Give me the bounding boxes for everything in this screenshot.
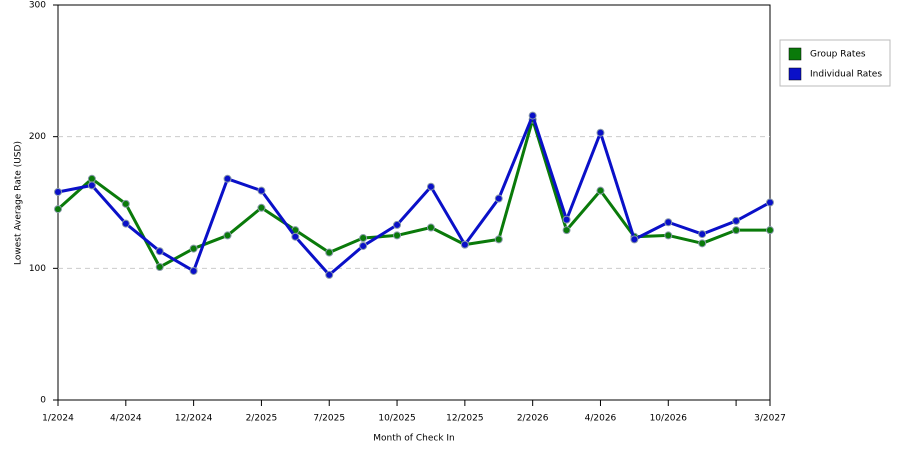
x-tick-label: 12/2025 [446,414,483,424]
data-point [393,231,402,240]
legend-label: Group Rates [810,50,866,60]
x-tick-label: 4/2026 [585,414,617,424]
data-point [596,128,605,137]
x-tick-label: 4/2024 [110,414,142,424]
data-point [766,226,774,235]
x-tick-label: 2/2025 [246,414,278,424]
data-point [223,231,232,240]
data-point [426,223,435,232]
data-point [664,218,673,227]
data-point [189,266,198,275]
series-line [57,118,770,269]
data-point [257,203,266,212]
data-point [766,198,774,207]
data-point [596,186,605,195]
data-point [87,174,96,183]
data-point [698,239,707,248]
data-point [54,187,62,196]
x-axis-label: Month of Check In [373,434,455,444]
data-point [121,199,130,208]
x-tick-label: 7/2025 [313,414,345,424]
data-point [189,244,198,253]
x-tick-label: 10/2025 [378,414,415,424]
data-point [494,235,503,244]
x-tick-label: 1/2024 [42,414,74,424]
data-point [732,226,741,235]
data-point [121,219,130,228]
x-tick-label: 10/2026 [650,414,688,424]
y-tick-label: 200 [29,132,46,142]
x-tick-label: 3/2027 [754,414,786,424]
y-axis-label: Lowest Average Rate (USD) [14,141,24,265]
data-point [630,235,639,244]
data-point [54,205,62,214]
y-tick-label: 300 [29,1,46,11]
legend-swatch [788,47,802,61]
legend-label: Individual Rates [810,70,882,80]
data-point [698,230,707,239]
data-point [460,240,469,249]
data-point [257,186,266,195]
x-tick-label: 2/2026 [517,414,549,424]
data-point [359,234,368,243]
data-point [325,270,334,279]
legend-swatch [788,67,802,81]
data-point [359,241,368,250]
data-point [494,194,503,203]
plot-area [57,4,771,401]
data-point [393,220,402,229]
series-line [57,114,771,277]
data-point [155,247,164,256]
data-point [87,181,96,190]
data-point [732,216,741,225]
data-point [528,111,537,120]
data-point [426,182,435,191]
y-tick-label: 0 [40,396,46,406]
y-tick-label: 100 [29,264,46,274]
data-point [291,232,300,241]
data-point [155,263,164,272]
data-point [562,226,571,235]
data-point [562,215,571,224]
x-tick-label: 12/2024 [175,414,213,424]
data-point [664,231,673,240]
data-point [325,248,334,257]
data-point [223,174,232,183]
